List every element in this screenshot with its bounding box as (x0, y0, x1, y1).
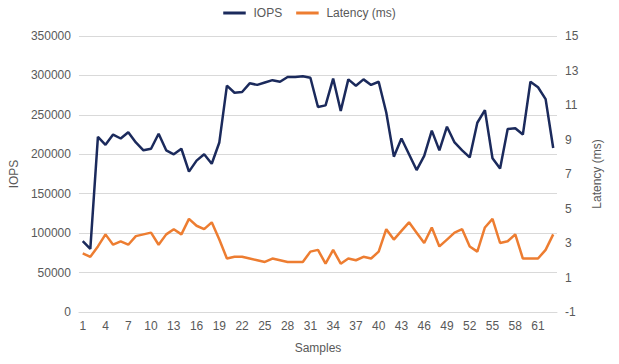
svg-text:1: 1 (79, 319, 86, 333)
svg-text:0: 0 (64, 305, 71, 319)
svg-text:43: 43 (395, 319, 409, 333)
svg-text:350000: 350000 (31, 29, 71, 43)
svg-text:150000: 150000 (31, 187, 71, 201)
svg-text:9: 9 (565, 133, 572, 147)
svg-text:25: 25 (258, 319, 272, 333)
svg-text:37: 37 (349, 319, 363, 333)
svg-text:40: 40 (372, 319, 386, 333)
svg-text:10: 10 (144, 319, 158, 333)
svg-text:Samples: Samples (295, 341, 342, 355)
svg-text:Latency (ms): Latency (ms) (590, 139, 604, 208)
svg-text:3: 3 (565, 236, 572, 250)
svg-text:300000: 300000 (31, 68, 71, 82)
svg-text:7: 7 (125, 319, 132, 333)
svg-text:7: 7 (565, 167, 572, 181)
svg-text:4: 4 (102, 319, 109, 333)
svg-text:11: 11 (565, 98, 578, 112)
svg-text:15: 15 (565, 29, 579, 43)
svg-text:100000: 100000 (31, 226, 71, 240)
svg-text:1: 1 (565, 271, 572, 285)
svg-text:19: 19 (213, 319, 227, 333)
svg-text:61: 61 (531, 319, 545, 333)
svg-text:-1: -1 (565, 305, 576, 319)
svg-text:IOPS: IOPS (253, 6, 282, 20)
svg-text:5: 5 (565, 202, 572, 216)
svg-text:52: 52 (463, 319, 477, 333)
svg-text:22: 22 (235, 319, 249, 333)
svg-text:13: 13 (167, 319, 181, 333)
svg-text:55: 55 (486, 319, 500, 333)
svg-text:IOPS: IOPS (7, 160, 21, 189)
svg-text:16: 16 (190, 319, 204, 333)
svg-text:28: 28 (281, 319, 295, 333)
svg-text:46: 46 (418, 319, 432, 333)
svg-text:13: 13 (565, 64, 579, 78)
svg-text:200000: 200000 (31, 147, 71, 161)
svg-text:250000: 250000 (31, 108, 71, 122)
svg-text:50000: 50000 (38, 266, 72, 280)
svg-text:34: 34 (326, 319, 340, 333)
svg-text:58: 58 (509, 319, 523, 333)
svg-text:Latency (ms): Latency (ms) (326, 6, 395, 20)
svg-text:31: 31 (304, 319, 318, 333)
svg-text:49: 49 (440, 319, 454, 333)
